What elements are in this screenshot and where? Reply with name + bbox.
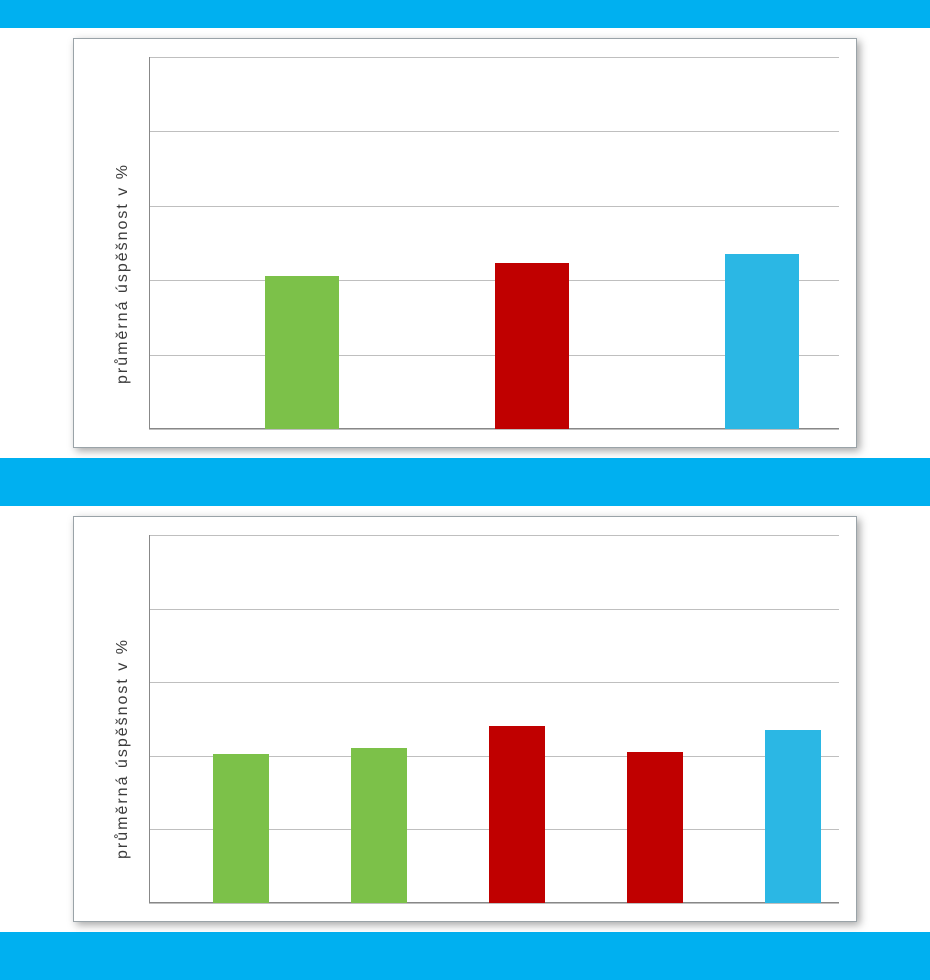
chart-card-1: průměrná úspěšnost v % bbox=[73, 38, 857, 448]
top-band bbox=[0, 0, 930, 28]
gridline bbox=[149, 429, 839, 430]
gridline bbox=[149, 57, 839, 58]
chart-bar bbox=[627, 752, 683, 903]
gridline bbox=[149, 206, 839, 207]
chart-slot-1: průměrná úspěšnost v % bbox=[0, 28, 930, 458]
chart-bar bbox=[725, 254, 799, 429]
y-axis bbox=[149, 535, 150, 903]
chart-bar bbox=[495, 263, 569, 429]
chart-bar bbox=[489, 726, 545, 903]
y-axis bbox=[149, 57, 150, 429]
middle-band bbox=[0, 458, 930, 506]
chart-slot-2: průměrná úspěšnost v % bbox=[0, 506, 930, 932]
gridline bbox=[149, 609, 839, 610]
chart-bar bbox=[265, 276, 339, 429]
plot-area-1 bbox=[149, 57, 839, 429]
chart-bar bbox=[213, 754, 269, 903]
gridline bbox=[149, 682, 839, 683]
ylabel-2: průměrná úspěšnost v % bbox=[114, 638, 132, 859]
bottom-band bbox=[0, 932, 930, 980]
gridline bbox=[149, 903, 839, 904]
plot-area-2 bbox=[149, 535, 839, 903]
gridline bbox=[149, 535, 839, 536]
chart-bar bbox=[765, 730, 821, 903]
chart-card-2: průměrná úspěšnost v % bbox=[73, 516, 857, 922]
ylabel-1: průměrná úspěšnost v % bbox=[114, 163, 132, 384]
gridline bbox=[149, 131, 839, 132]
chart-bar bbox=[351, 748, 407, 903]
page: průměrná úspěšnost v % průměrná úspěšnos… bbox=[0, 0, 930, 959]
